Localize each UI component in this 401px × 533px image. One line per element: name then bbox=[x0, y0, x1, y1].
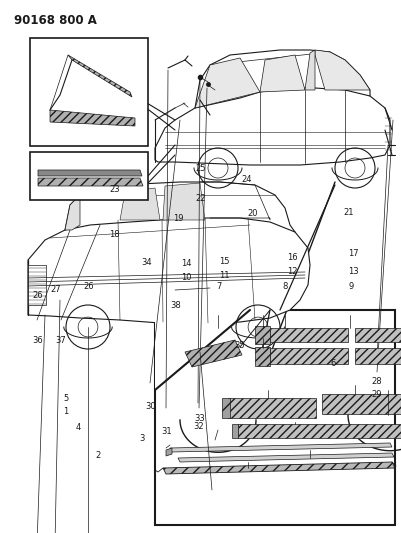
Text: 22: 22 bbox=[195, 194, 206, 203]
Bar bbox=[270, 328, 348, 342]
Polygon shape bbox=[28, 218, 310, 324]
Bar bbox=[28, 265, 46, 305]
Text: 24: 24 bbox=[241, 175, 252, 184]
Bar bbox=[255, 326, 270, 344]
Text: 17: 17 bbox=[348, 249, 359, 258]
Text: 12: 12 bbox=[288, 268, 298, 276]
Text: 10: 10 bbox=[181, 273, 192, 281]
Bar bbox=[238, 424, 401, 438]
Polygon shape bbox=[120, 188, 160, 220]
Bar bbox=[30, 152, 148, 200]
Bar bbox=[222, 398, 230, 418]
Text: 3: 3 bbox=[140, 434, 145, 443]
Text: 16: 16 bbox=[288, 254, 298, 262]
Text: 25: 25 bbox=[195, 164, 206, 173]
Text: 9: 9 bbox=[348, 282, 354, 291]
Polygon shape bbox=[65, 195, 80, 230]
Text: 20: 20 bbox=[247, 209, 258, 217]
Text: 26: 26 bbox=[83, 282, 93, 291]
Text: 26: 26 bbox=[32, 292, 43, 300]
Text: 90168 800 A: 90168 800 A bbox=[14, 14, 97, 27]
Text: 5: 5 bbox=[63, 394, 69, 403]
Text: 6: 6 bbox=[330, 359, 336, 368]
Text: 15: 15 bbox=[219, 257, 230, 265]
Text: 37: 37 bbox=[56, 336, 66, 344]
Text: 38: 38 bbox=[170, 301, 181, 310]
Bar bbox=[30, 38, 148, 146]
Bar bbox=[355, 328, 401, 342]
Text: 11: 11 bbox=[219, 271, 230, 279]
Polygon shape bbox=[38, 178, 143, 186]
Text: 35: 35 bbox=[234, 341, 245, 350]
Polygon shape bbox=[50, 110, 135, 126]
Text: 14: 14 bbox=[181, 260, 192, 268]
Text: 36: 36 bbox=[32, 336, 43, 344]
Polygon shape bbox=[315, 50, 370, 90]
Text: 19: 19 bbox=[173, 214, 184, 223]
Polygon shape bbox=[185, 340, 242, 367]
Polygon shape bbox=[163, 462, 395, 474]
Text: 1: 1 bbox=[63, 407, 69, 416]
Bar bbox=[255, 347, 270, 366]
Polygon shape bbox=[38, 170, 142, 176]
Polygon shape bbox=[163, 183, 205, 220]
Text: 18: 18 bbox=[109, 230, 119, 239]
Text: 27: 27 bbox=[50, 285, 61, 294]
Polygon shape bbox=[155, 88, 390, 165]
Text: 34: 34 bbox=[141, 258, 152, 266]
Text: 7: 7 bbox=[216, 282, 221, 291]
Bar bbox=[228, 398, 316, 418]
Text: 23: 23 bbox=[109, 185, 119, 193]
Polygon shape bbox=[305, 50, 315, 90]
Text: 21: 21 bbox=[344, 208, 354, 216]
Text: 13: 13 bbox=[348, 268, 359, 276]
Polygon shape bbox=[178, 453, 394, 462]
Text: 2: 2 bbox=[95, 451, 101, 460]
Text: 8: 8 bbox=[282, 282, 288, 291]
Bar bbox=[322, 394, 401, 414]
Polygon shape bbox=[195, 58, 260, 108]
Text: 28: 28 bbox=[372, 377, 382, 385]
Bar bbox=[355, 348, 401, 364]
Polygon shape bbox=[155, 310, 250, 390]
Text: 31: 31 bbox=[161, 427, 172, 436]
Bar bbox=[155, 310, 395, 525]
Polygon shape bbox=[260, 55, 305, 92]
Text: 29: 29 bbox=[372, 390, 382, 399]
Bar bbox=[232, 424, 238, 438]
Text: 4: 4 bbox=[75, 424, 81, 432]
Text: 32: 32 bbox=[193, 422, 204, 431]
Polygon shape bbox=[166, 448, 172, 456]
Polygon shape bbox=[170, 443, 392, 452]
Bar bbox=[270, 348, 348, 364]
Text: 33: 33 bbox=[194, 415, 205, 423]
Text: 30: 30 bbox=[145, 402, 156, 410]
Polygon shape bbox=[68, 55, 132, 97]
